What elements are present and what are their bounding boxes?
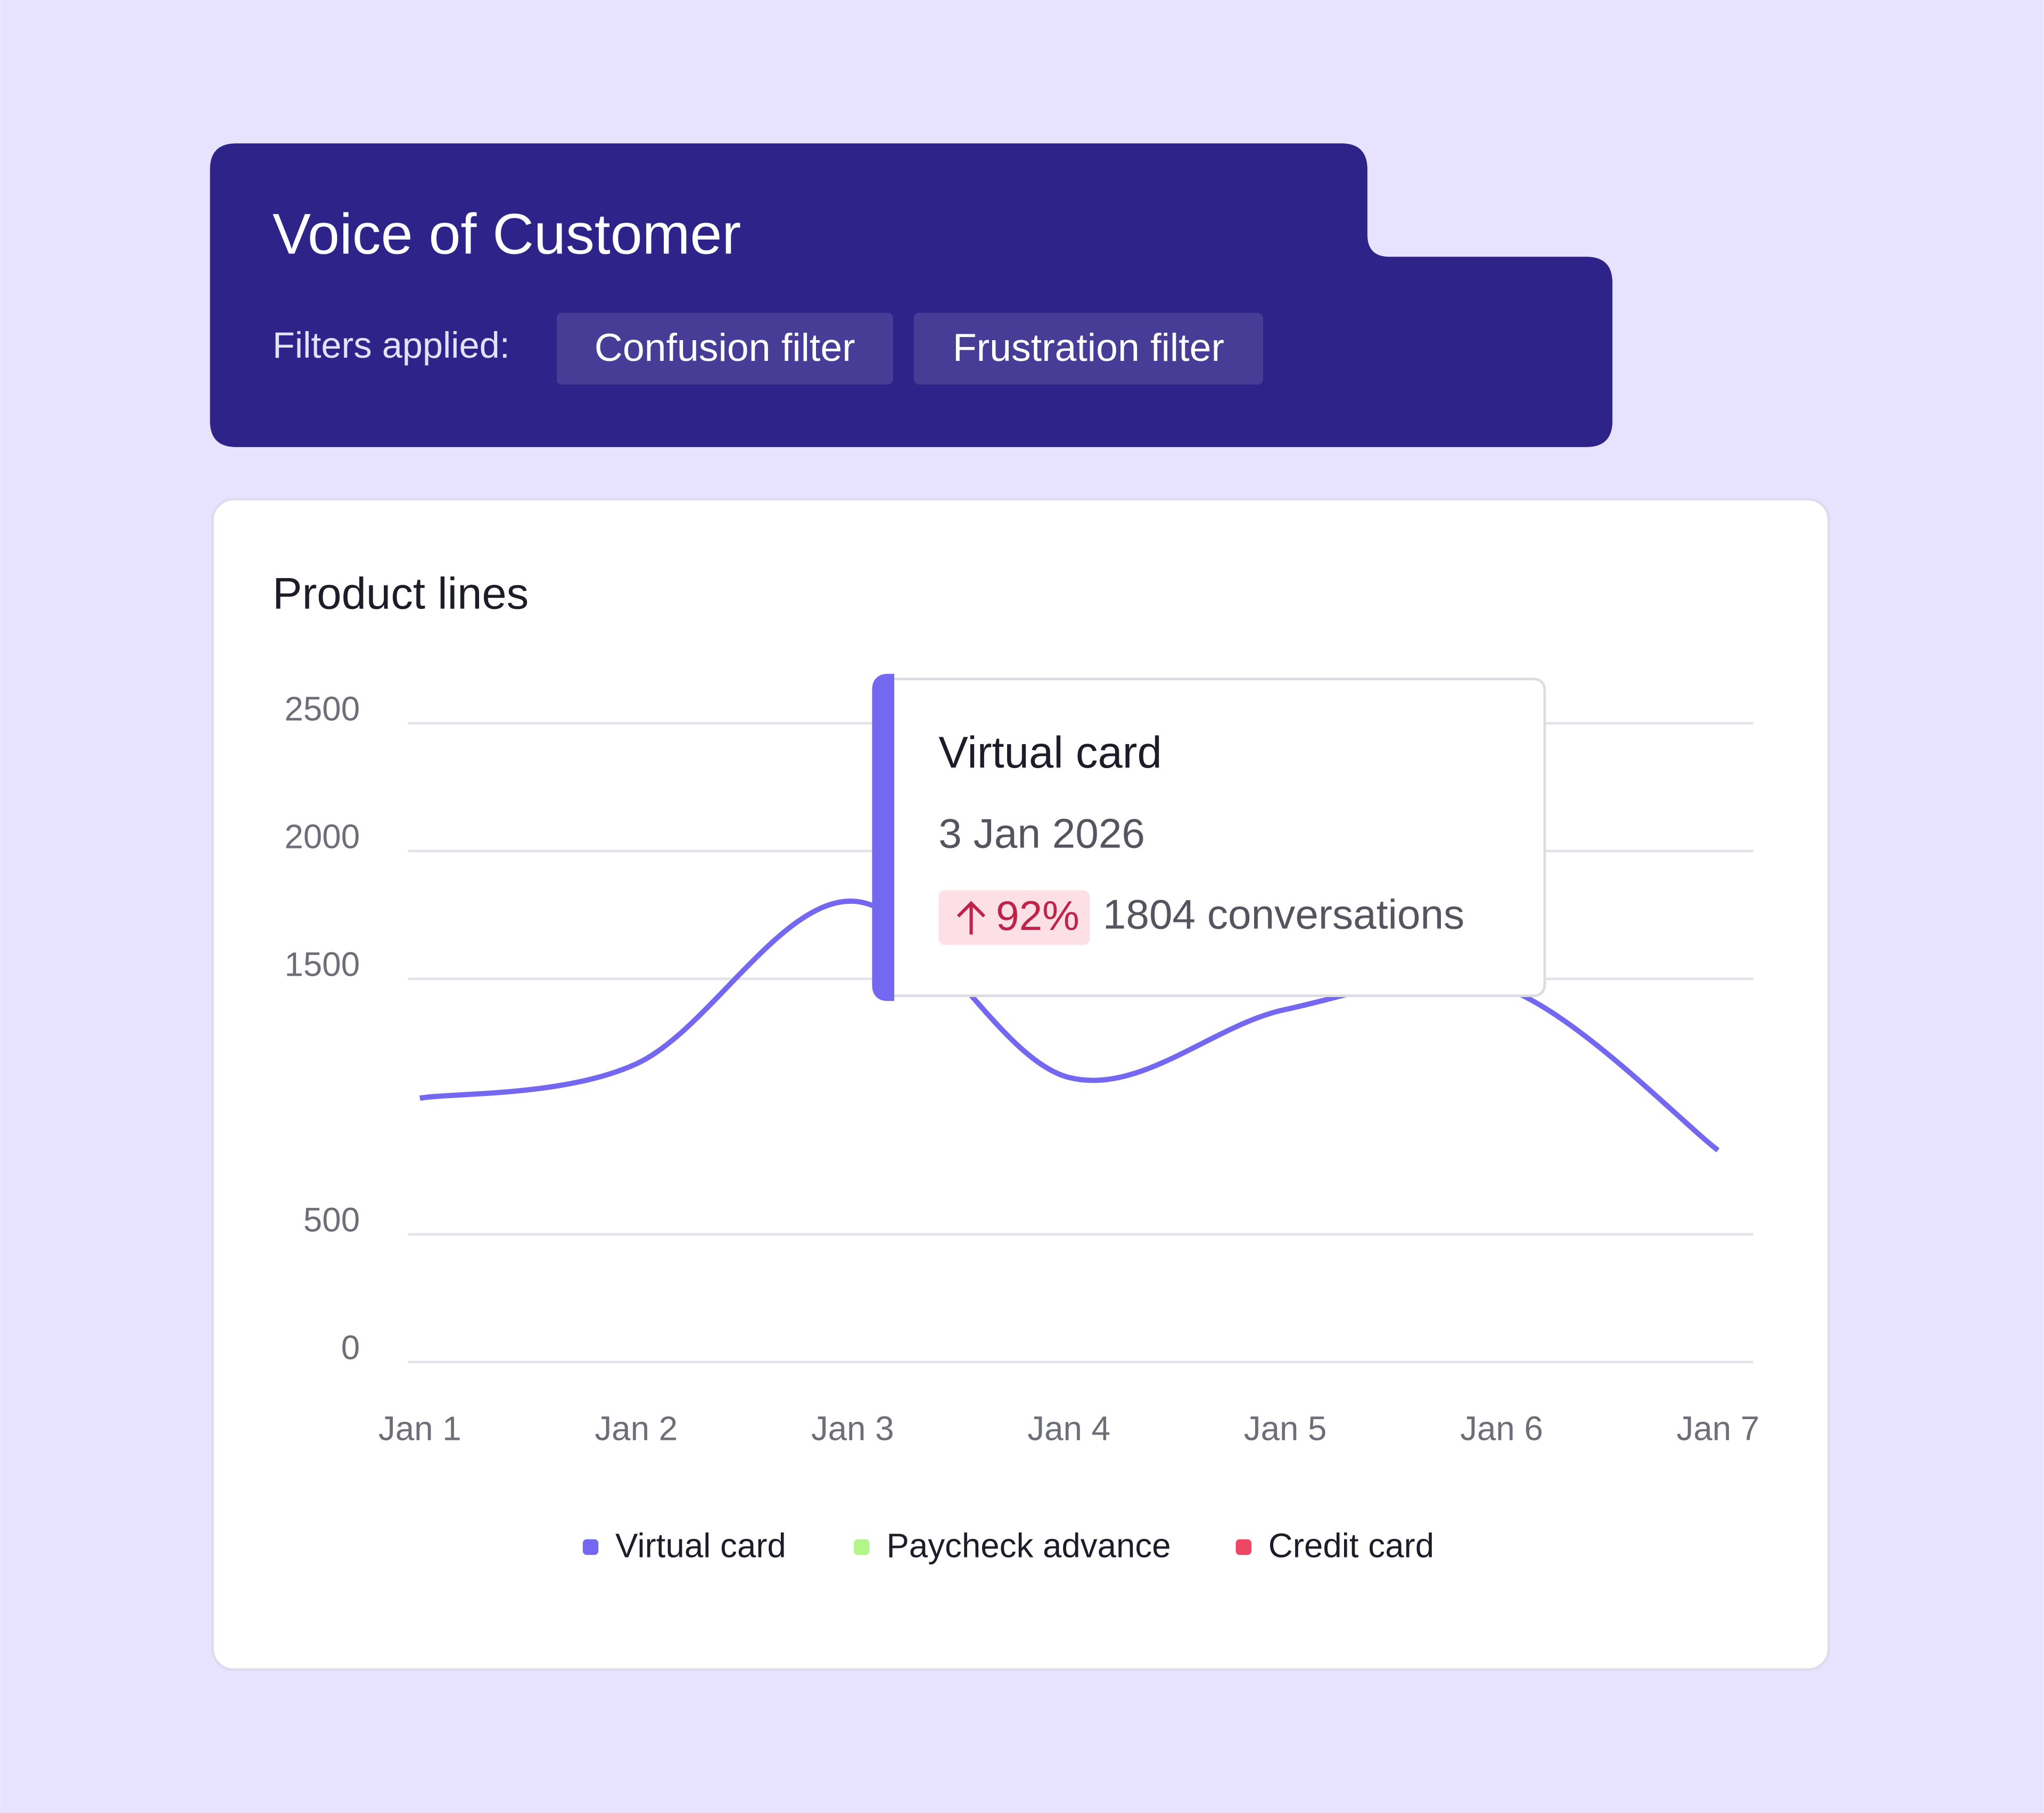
tooltip: Virtual card 3 Jan 2026 92% 1804 convers… [872, 673, 1546, 1001]
tooltip-accent [872, 673, 895, 1001]
legend-swatch [1235, 1539, 1251, 1555]
x-tick-label: Jan 6 [1460, 1410, 1543, 1447]
filter-chip[interactable] [913, 312, 1263, 385]
header-title: Voice of Customer [273, 202, 741, 266]
x-tick-label: Jan 5 [1244, 1410, 1327, 1447]
y-tick-label: 1500 [284, 946, 360, 984]
tooltip-title: Virtual card [938, 728, 1162, 777]
filter-chip-label[interactable]: Confusion filter [595, 326, 855, 369]
y-tick-label: 0 [341, 1329, 360, 1367]
filter-chip-label[interactable]: Frustration filter [953, 326, 1224, 369]
x-tick-label: Jan 1 [378, 1410, 461, 1447]
legend-label: Credit card [1268, 1527, 1434, 1565]
chart-card [211, 498, 1831, 1671]
legend-swatch [854, 1539, 870, 1555]
y-tick-label: 2500 [284, 690, 360, 728]
legend-label: Virtual card [615, 1527, 786, 1565]
y-tick-label: 2000 [284, 818, 360, 856]
change-badge [938, 890, 1090, 945]
y-tick-label: 500 [303, 1201, 360, 1239]
legend-label: Paycheck advance [886, 1527, 1171, 1565]
tooltip-text: 1804 conversations [1103, 891, 1464, 938]
change-value: 92% [996, 892, 1079, 939]
x-tick-label: Jan 3 [811, 1410, 894, 1447]
x-tick-label: Jan 4 [1027, 1410, 1110, 1447]
tooltip-date: 3 Jan 2026 [938, 810, 1145, 857]
header-panel [210, 143, 1613, 447]
x-tick-label: Jan 2 [595, 1410, 678, 1447]
filter-chip[interactable] [556, 312, 893, 385]
legend-swatch [582, 1539, 599, 1555]
x-tick-label: Jan 7 [1677, 1410, 1760, 1447]
chart-title: Product lines [273, 568, 529, 618]
up-arrow-icon [957, 901, 986, 935]
filters-label: Filters applied: [273, 325, 510, 366]
